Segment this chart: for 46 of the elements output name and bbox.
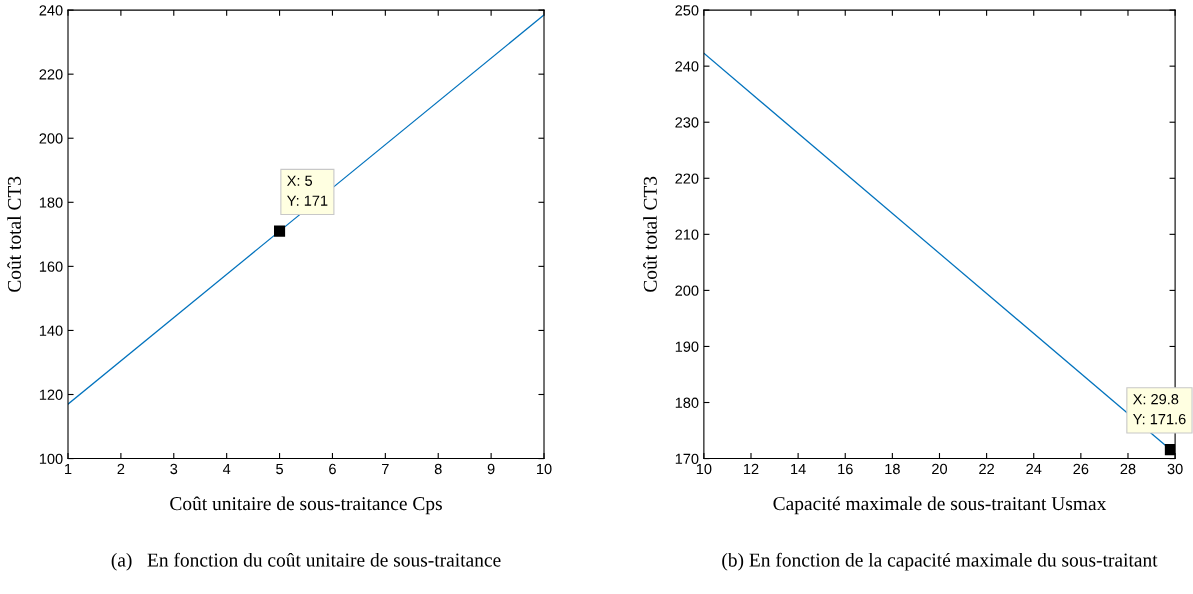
- x-tick-label: 3: [170, 463, 178, 475]
- y-tick-label: 240: [39, 5, 63, 16]
- x-tick-label: 1: [65, 463, 72, 474]
- x-tick-label: 26: [1073, 463, 1089, 475]
- x-tick-label: 30: [1167, 463, 1183, 475]
- x-tick-label: 16: [838, 463, 853, 475]
- text: (b) En fonction de la capacité maximale du sous-traitant: [722, 552, 1158, 571]
- y-tick-label: 220: [39, 69, 63, 80]
- y-tick-label: 100: [39, 453, 63, 464]
- annotation: X: 29.8 Y: 171.6: [1133, 394, 1186, 425]
- y-tick-label: 200: [39, 133, 63, 144]
- x-tick-label: 8: [434, 463, 442, 475]
- x-tick-label: 7: [382, 463, 389, 474]
- x-tick-label: 6: [329, 463, 336, 475]
- y-tick-label: 250: [675, 5, 699, 16]
- x-tick-label: 4: [222, 463, 231, 474]
- x-tick-label: 12: [744, 463, 759, 474]
- x-tick-label: 14: [791, 463, 806, 474]
- x-tick-label: 18: [885, 463, 900, 475]
- y-tick-label: 200: [675, 285, 699, 296]
- y-tick-label: 230: [675, 117, 699, 128]
- y-tick-label: 170: [675, 453, 699, 464]
- y-tick-label: 180: [675, 397, 699, 408]
- x-tick-label: 2: [117, 463, 125, 474]
- y-axis-title: Coût total CT3: [643, 176, 657, 292]
- y-tick-label: 210: [675, 229, 699, 240]
- text: (a) En fonction du coût unitaire de sous-traitance: [111, 552, 501, 571]
- x-tick-label: 10: [537, 463, 552, 475]
- x-tick-label: 10: [696, 463, 712, 475]
- x-tick-label: 24: [1026, 463, 1042, 474]
- y-tick-label: 120: [39, 389, 63, 400]
- x-axis-title: Coût unitaire de sous-traitance Cps: [170, 496, 442, 515]
- y-tick-label: 190: [675, 341, 699, 352]
- x-tick-label: 9: [487, 463, 495, 475]
- y-tick-label: 140: [39, 325, 63, 336]
- y-tick-label: 180: [39, 197, 63, 208]
- x-tick-label: 22: [979, 463, 994, 474]
- y-axis-title: Coût total CT3: [7, 176, 21, 292]
- x-tick-label: 28: [1120, 463, 1136, 475]
- y-tick-label: 160: [39, 261, 63, 272]
- x-tick-label: 20: [932, 463, 948, 475]
- x-tick-label: 5: [276, 463, 283, 475]
- annotation: X: 5 Y: 171: [287, 175, 328, 206]
- y-tick-label: 220: [675, 173, 699, 184]
- x-axis-title: Capacité maximale de sous-traitant Usmax: [773, 496, 1107, 515]
- y-tick-label: 240: [675, 61, 699, 72]
